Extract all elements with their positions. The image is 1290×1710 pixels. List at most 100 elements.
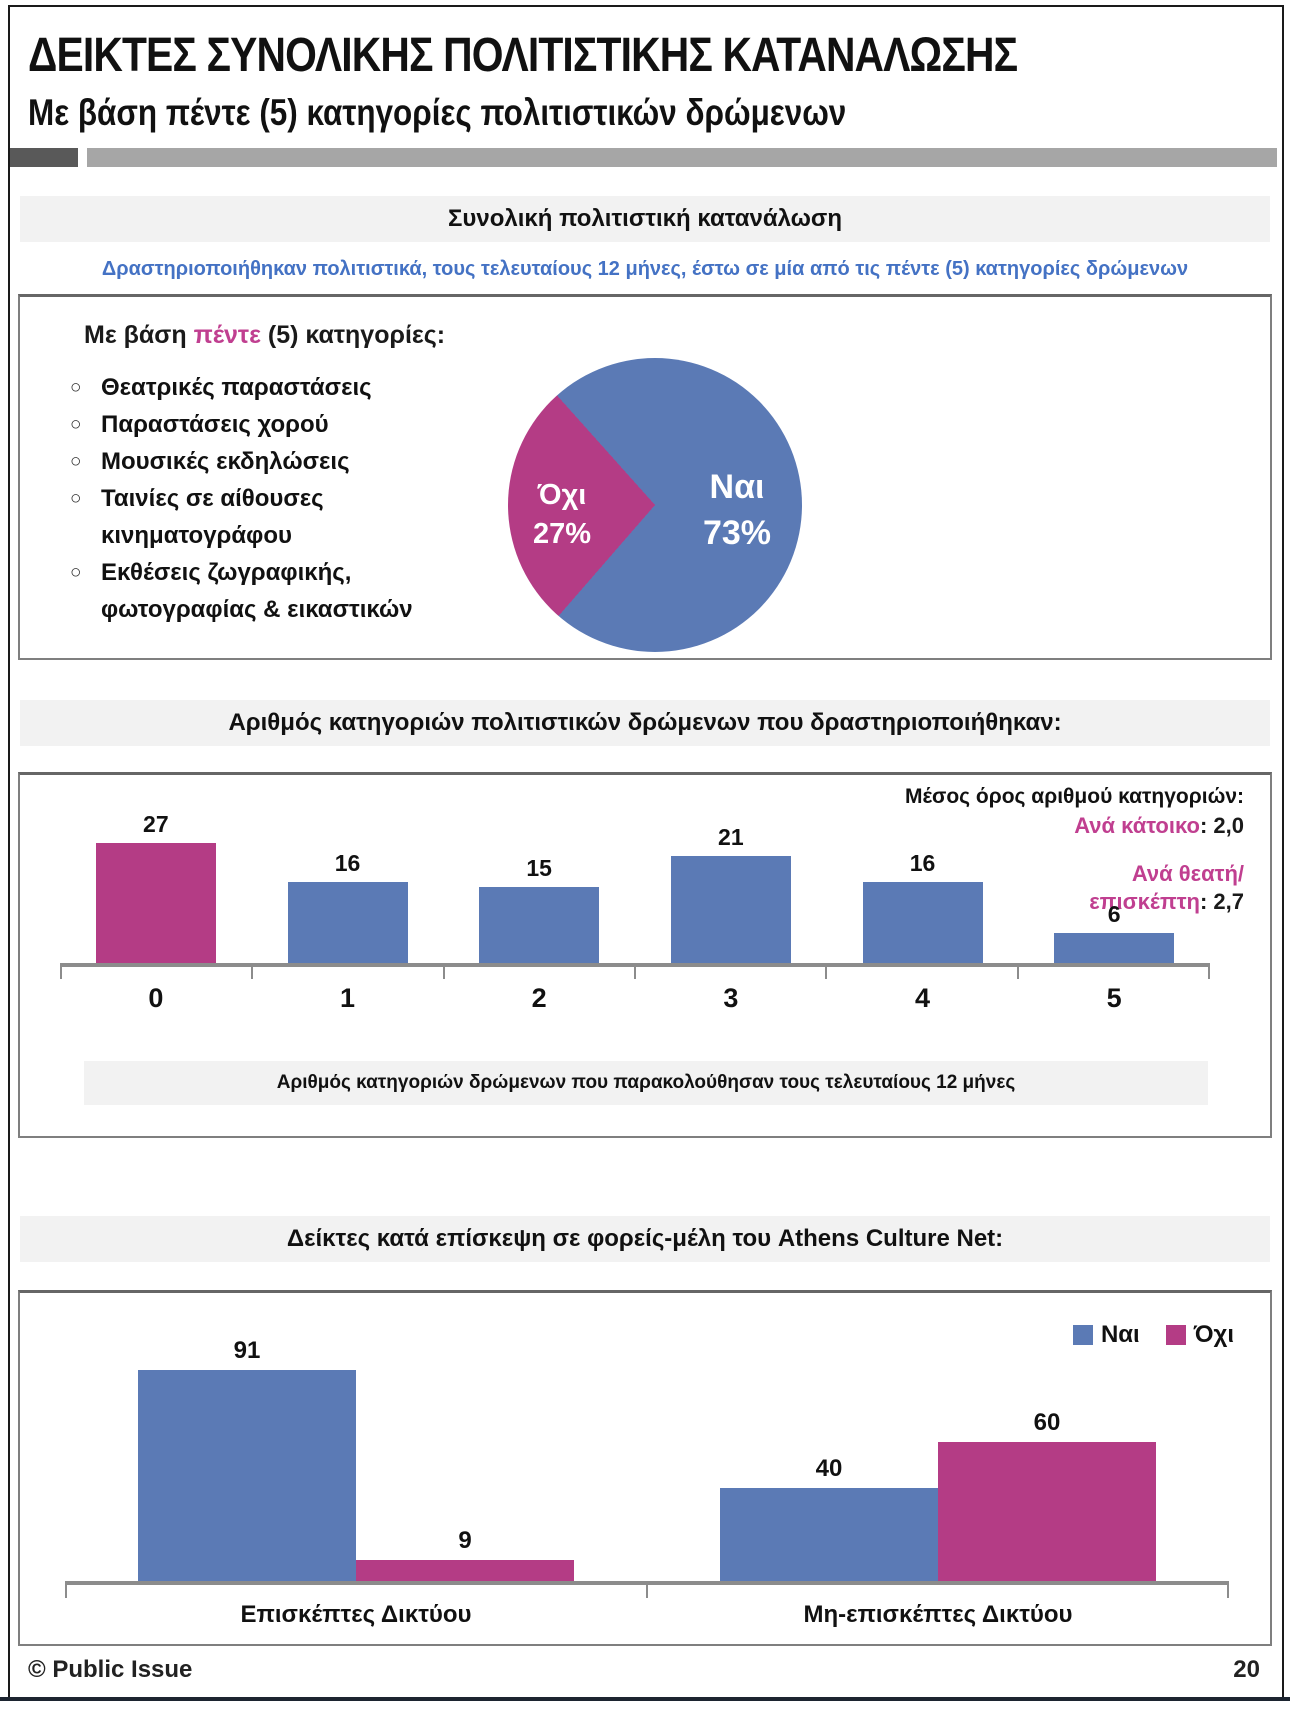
section-heading-acn: Δείκτες κατά επίσκεψη σε φορείς-μέλη του… xyxy=(20,1216,1270,1262)
legend-swatch-icon xyxy=(1072,1325,1093,1345)
tick-mark xyxy=(442,967,445,979)
x-tick-label: 3 xyxy=(723,983,739,1013)
average-annotation: Μέσος όρος αριθμού κατηγοριών: Ανά κάτοι… xyxy=(905,785,1244,915)
grouped-bar-chart-panel: Ναι Όχι 91 9 40 60 Επισκέπτες Δικτύου Μη-επισ… xyxy=(18,1290,1272,1646)
avg-spectator-line1: Ανά θεατή/ xyxy=(1131,861,1244,886)
tick-mark xyxy=(1207,967,1210,979)
category-item: ○ Εκθέσεις ζωγραφικής, φωτογραφίας & εικα… xyxy=(68,554,434,628)
pie-yes-label: Ναι xyxy=(709,468,765,506)
x-tick-label: 2 xyxy=(531,983,547,1013)
x-axis-ticks-bottom xyxy=(65,1585,1229,1598)
bar-column: 40 xyxy=(720,1455,938,1581)
bar-column: 27 xyxy=(60,811,252,963)
avg-title: Μέσος όρος αριθμού κατηγοριών: xyxy=(904,785,1244,808)
divider-light-bar xyxy=(87,148,1277,167)
circle-bullet-icon: ○ xyxy=(70,377,82,398)
circle-bullet-icon: ○ xyxy=(70,562,82,583)
bar-chart-panel: Μέσος όρος αριθμού κατηγοριών: Ανά κάτοι… xyxy=(18,772,1272,1138)
category-item: ○ Παραστάσεις χορού xyxy=(68,406,434,443)
pie-no-value: 27% xyxy=(532,518,592,550)
pie-no-label: Όχι xyxy=(537,479,587,511)
bar-column: 15 xyxy=(443,811,635,963)
bar-column: 60 xyxy=(938,1409,1156,1581)
bar-column: 9 xyxy=(356,1527,574,1581)
x-axis-labels-bottom: Επισκέπτες Δικτύου Μη-επισκέπτες Δικτύου xyxy=(65,1601,1229,1629)
circle-bullet-icon: ○ xyxy=(70,414,82,435)
basis-suffix: (5) κατηγορίες: xyxy=(260,321,446,349)
section-heading-consumption: Συνολική πολιτιστική κατανάλωση xyxy=(20,196,1270,242)
category-label: Εκθέσεις ζωγραφικής, φωτογραφίας & εικασ… xyxy=(101,559,413,623)
bar-value-label: 21 xyxy=(718,824,744,851)
x-tick-label: 5 xyxy=(1106,983,1122,1013)
tick-mark xyxy=(65,1585,67,1598)
bar xyxy=(287,881,408,963)
bar-value-label: 40 xyxy=(815,1455,843,1483)
category-item: ○ Ταινίες σε αίθουσες κινηματογράφου xyxy=(68,480,434,554)
avg-spectator-line2: επισκέπτη: 2,7 xyxy=(1089,889,1244,914)
x-category-label: Επισκέπτες Δικτύου xyxy=(240,1601,472,1628)
tick-mark xyxy=(646,1585,648,1598)
bar xyxy=(479,886,600,963)
pie-yes-value: 73% xyxy=(702,514,772,552)
tick-mark xyxy=(825,967,828,979)
section-heading-categories: Αριθμός κατηγοριών πολιτιστικών δρώμενων… xyxy=(20,700,1270,746)
bar-chart-plot-area: 27 16 15 21 16 6 xyxy=(60,811,1210,967)
bar xyxy=(138,1370,356,1581)
bar-value-label: 16 xyxy=(334,849,361,876)
basis-highlight: πέντε xyxy=(193,321,261,349)
category-item: ○ Μουσικές εκδηλώσεις xyxy=(68,443,434,480)
page-border xyxy=(8,5,1284,1699)
legend-item: Ναι xyxy=(1072,1321,1140,1349)
bar-column: 16 xyxy=(827,811,1019,963)
bar-column: 21 xyxy=(635,811,827,963)
bar xyxy=(670,856,791,963)
category-label: Θεατρικές παραστάσεις xyxy=(101,374,372,401)
bar-group: 40 60 xyxy=(647,1329,1229,1581)
bar-value-label: 15 xyxy=(526,854,552,881)
bar xyxy=(720,1488,938,1581)
basis-heading: Με βάση πέντε (5) κατηγορίες: xyxy=(84,321,445,350)
x-tick-label: 0 xyxy=(148,983,164,1013)
page-title: ΔΕΙΚΤΕΣ ΣΥΝΟΛΙΚΗΣ ΠΟΛΙΤΙΣΤΙΚΗΣ ΚΑΤΑΝΑΛΩΣ… xyxy=(28,29,1018,82)
bar xyxy=(862,881,983,963)
category-label: Μουσικές εκδηλώσεις xyxy=(101,448,350,475)
basis-prefix: Με βάση xyxy=(84,321,194,349)
x-axis-title: Αριθμός κατηγοριών δρώμενων που παρακολο… xyxy=(84,1061,1208,1105)
bar-value-label: 16 xyxy=(909,849,936,876)
legend-label: Όχι xyxy=(1193,1321,1234,1348)
bar-column: 6 xyxy=(1018,811,1210,963)
legend-swatch-icon xyxy=(1165,1325,1186,1345)
category-label: Ταινίες σε αίθουσες κινηματογράφου xyxy=(101,485,324,549)
consumption-note: Δραστηριοποιήθηκαν πολιτιστικά, τους τελ… xyxy=(101,258,1189,280)
tick-mark xyxy=(1227,1585,1229,1598)
tick-mark xyxy=(633,967,636,979)
chart-legend: Ναι Όχι xyxy=(1072,1321,1234,1349)
tick-mark xyxy=(1016,967,1019,979)
page-subtitle: Με βάση πέντε (5) κατηγορίες πολιτιστικώ… xyxy=(28,92,847,133)
x-axis-labels: 0 1 2 3 4 5 xyxy=(60,983,1210,1014)
tick-mark xyxy=(251,967,254,979)
bar xyxy=(356,1560,574,1581)
copyright: © Public Issue xyxy=(28,1656,193,1683)
avg-resident-line: Ανά κάτοικο: 2,0 xyxy=(1074,813,1244,838)
bar-value-label: 9 xyxy=(458,1527,472,1555)
x-tick-label: 1 xyxy=(339,983,356,1013)
bar xyxy=(95,843,216,963)
circle-bullet-icon: ○ xyxy=(70,451,82,472)
divider-dark-block xyxy=(10,148,78,167)
bar xyxy=(938,1441,1156,1581)
bar-value-label: 60 xyxy=(1033,1408,1061,1436)
legend-item: Όχι xyxy=(1165,1321,1234,1349)
bar-value-label: 27 xyxy=(143,811,169,837)
grouped-bar-plot-area: 91 9 40 60 xyxy=(65,1329,1229,1585)
legend-label: Ναι xyxy=(1100,1321,1140,1348)
pie-slice-label-yes: Ναι 73% xyxy=(655,464,819,556)
category-label: Παραστάσεις χορού xyxy=(101,411,329,438)
footer-line xyxy=(0,1697,1290,1701)
x-axis-ticks xyxy=(60,967,1210,979)
x-tick-label: 4 xyxy=(915,983,931,1013)
pie-chart: Όχι 27% Ναι 73% xyxy=(508,358,802,652)
circle-bullet-icon: ○ xyxy=(70,488,82,509)
bar-value-label: 6 xyxy=(1107,900,1121,927)
bar-value-label: 91 xyxy=(233,1337,261,1364)
